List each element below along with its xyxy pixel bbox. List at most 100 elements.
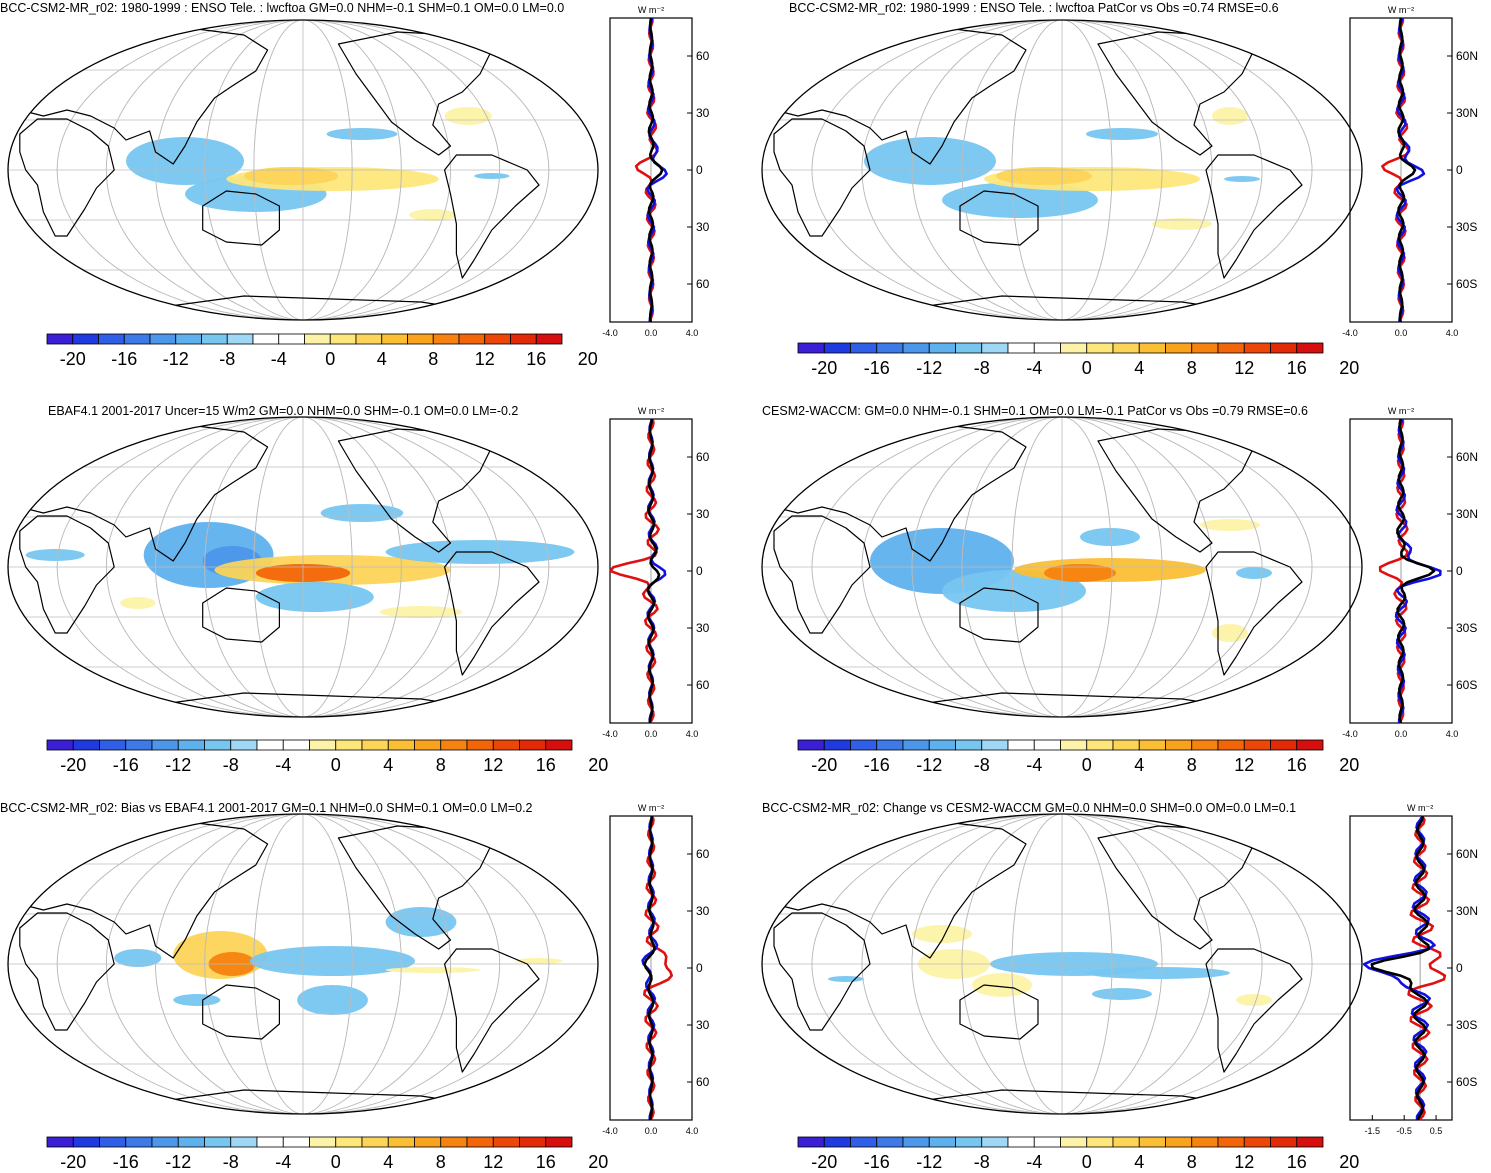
colorbar-tick-label: -12 (916, 358, 942, 379)
colorbar-swatch (520, 1137, 546, 1147)
colorbar-swatch (956, 343, 982, 353)
lat-tick-label: 30N (696, 106, 710, 120)
colorbar-tick-label: -4 (275, 1152, 291, 1173)
colorbar-swatch (176, 334, 202, 344)
colorbar-swatch (1034, 1137, 1060, 1147)
colorbar-swatch (150, 334, 176, 344)
lat-tick-label: 30N (1456, 507, 1478, 521)
anomaly-region (297, 985, 368, 1015)
colorbar-swatch (824, 1137, 850, 1147)
lat-tick-label: 60S (1456, 277, 1477, 291)
colorbar-swatch (126, 740, 152, 750)
colorbar-swatch (257, 1137, 283, 1147)
colorbar-tick-label: -8 (223, 1152, 239, 1173)
colorbar-swatch (982, 1137, 1008, 1147)
colorbar-swatch (227, 334, 253, 344)
colorbar-swatch (877, 1137, 903, 1147)
colorbar-swatch (356, 334, 382, 344)
anomaly-region (327, 128, 398, 140)
x-tick-label: -0.5 (1396, 1126, 1412, 1136)
colorbar-tick-label: -4 (271, 349, 287, 370)
colorbar-swatch (467, 740, 493, 750)
x-tick-label: 0.0 (645, 328, 658, 338)
colorbar-swatch (382, 334, 408, 344)
continent-greenland (1266, 423, 1326, 456)
colorbar-swatch (1297, 343, 1323, 353)
colorbar (797, 739, 1324, 751)
colorbar-tick-label: 16 (1287, 755, 1307, 776)
colorbar-swatch (485, 334, 511, 344)
model-profile (1409, 816, 1445, 1120)
x-tick-label: -4.0 (1342, 729, 1358, 739)
colorbar-swatch (546, 1137, 572, 1147)
colorbar-tick-label: -20 (60, 1152, 86, 1173)
colorbar-swatch (1244, 740, 1270, 750)
colorbar-tick-label: -20 (811, 755, 837, 776)
continent-greenland (504, 26, 563, 59)
colorbar-tick-label: -8 (974, 755, 990, 776)
colorbar-swatch (903, 1137, 929, 1147)
colorbar-swatch (1271, 740, 1297, 750)
lat-tick-label: 60N (1456, 847, 1478, 861)
anomaly-region (445, 107, 492, 125)
colorbar-swatch (1244, 1137, 1270, 1147)
colorbar-swatch (1008, 343, 1034, 353)
x-tick-label: -4.0 (602, 729, 618, 739)
colorbar-swatch (73, 1137, 99, 1147)
colorbar-tick-label: -16 (864, 1152, 890, 1173)
colorbar-tick-label: 12 (1234, 1152, 1254, 1173)
colorbar-swatch (433, 334, 459, 344)
colorbar-swatch (798, 343, 824, 353)
colorbar-swatch (1192, 343, 1218, 353)
lat-tick-label: 30N (696, 904, 710, 918)
obs-profile (647, 18, 666, 322)
colorbar-tick-label: -8 (974, 1152, 990, 1173)
units-label: W m⁻² (638, 5, 664, 15)
diff-profile (1397, 419, 1434, 723)
colorbar-tick-label: -16 (864, 358, 890, 379)
colorbar-swatch (1034, 343, 1060, 353)
colorbar-swatch (511, 334, 537, 344)
colorbar-swatch (929, 740, 955, 750)
x-tick-label: 4.0 (686, 1126, 699, 1136)
colorbar-swatch (283, 740, 309, 750)
colorbar-swatch (99, 334, 125, 344)
colorbar-tick-label: 8 (1187, 755, 1197, 776)
anomaly-region (1200, 519, 1260, 531)
colorbar-swatch (178, 740, 204, 750)
x-tick-label: 0.5 (1430, 1126, 1443, 1136)
colorbar-swatch (310, 1137, 336, 1147)
panel-title: BCC-CSM2-MR_r02: 1980-1999 : ENSO Tele. … (789, 1, 1279, 15)
colorbar-swatch (851, 1137, 877, 1147)
x-tick-label: 4.0 (686, 729, 699, 739)
world-map (760, 18, 1364, 322)
world-map (760, 812, 1364, 1116)
colorbar-swatch (1192, 740, 1218, 750)
colorbar-tick-label: -8 (223, 755, 239, 776)
colorbar-swatch (388, 1137, 414, 1147)
colorbar-swatch (1139, 343, 1165, 353)
colorbar-swatch (824, 343, 850, 353)
x-tick-label: -1.5 (1365, 1126, 1381, 1136)
lat-tick-label: 60N (1456, 49, 1478, 63)
colorbar-swatch (336, 740, 362, 750)
colorbar-tick-label: 8 (428, 349, 438, 370)
colorbar-swatch (100, 740, 126, 750)
lat-tick-label: 30N (696, 507, 710, 521)
model-profile (636, 18, 657, 322)
colorbar (797, 342, 1324, 354)
lat-tick-label: 30S (696, 621, 710, 635)
colorbar-swatch (408, 334, 434, 344)
colorbar-tick-label: 20 (1339, 1152, 1359, 1173)
colorbar-tick-label: 12 (1234, 358, 1254, 379)
lat-tick-label: 0 (696, 961, 703, 975)
colorbar-swatch (1166, 343, 1192, 353)
colorbar-tick-label: -20 (60, 349, 86, 370)
colorbar-tick-label: 20 (588, 755, 608, 776)
colorbar-tick-label: -12 (165, 1152, 191, 1173)
colorbar-tick-label: 16 (526, 349, 546, 370)
colorbar-swatch (330, 334, 356, 344)
lat-tick-label: 60S (1456, 1075, 1477, 1089)
colorbar-swatch (441, 1137, 467, 1147)
lat-tick-label: 60N (696, 49, 710, 63)
